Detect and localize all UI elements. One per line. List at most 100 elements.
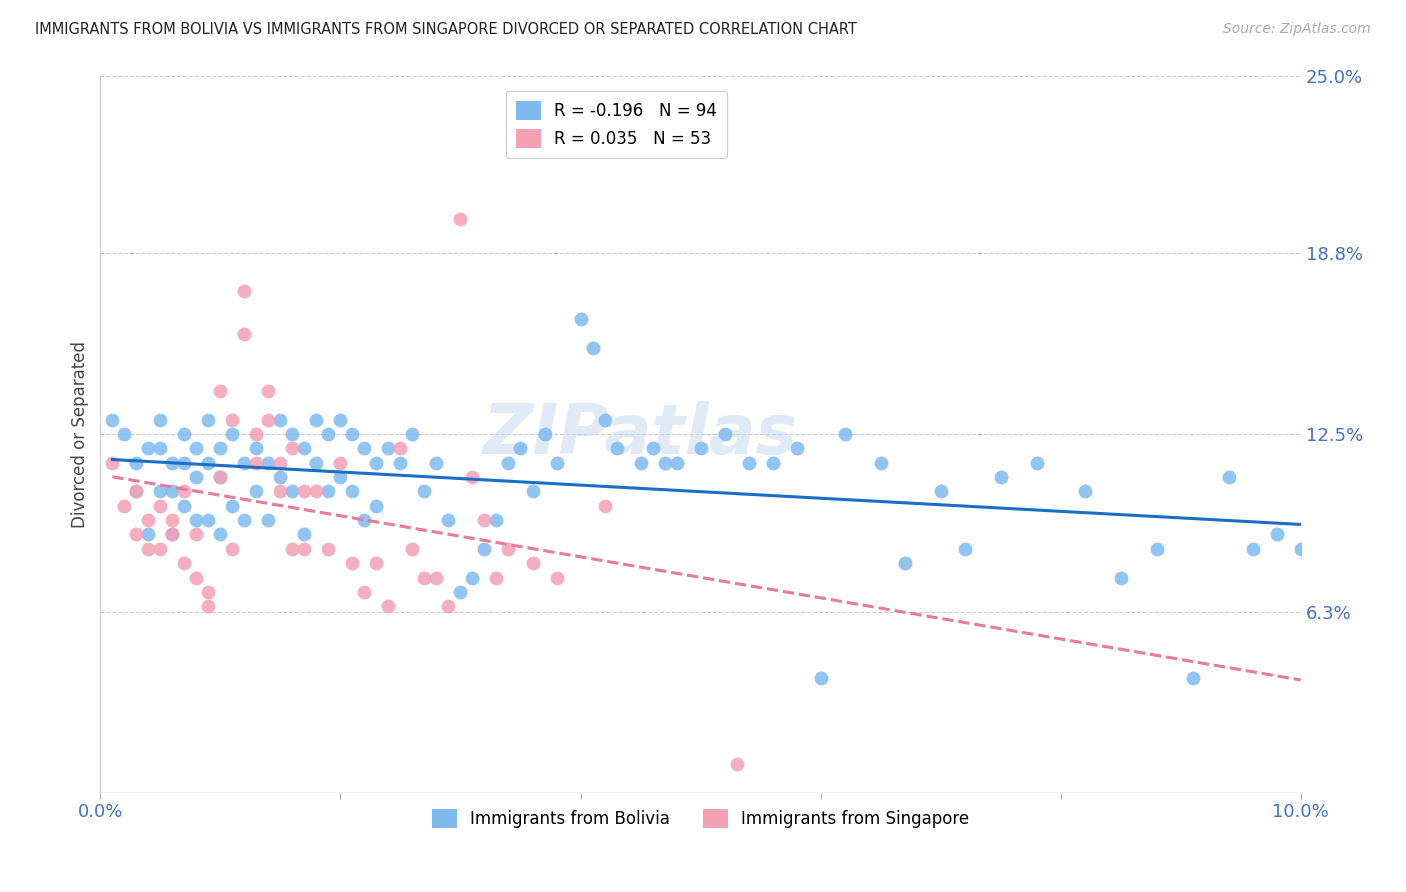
Point (149, 541, 172, 556)
Point (245, 427, 267, 442)
Point (450, 211, 472, 226)
Point (197, 413, 219, 427)
Point (281, 442, 304, 456)
Point (197, 513, 219, 527)
Point (294, 527, 316, 541)
Point (498, 456, 520, 470)
Point (593, 499, 616, 513)
Point (162, 527, 184, 541)
Point (294, 541, 316, 556)
Point (366, 456, 388, 470)
Point (329, 456, 352, 470)
Point (173, 556, 195, 570)
Point (366, 499, 388, 513)
Point (112, 427, 135, 442)
Point (725, 756, 748, 771)
Point (1241, 541, 1264, 556)
Point (1265, 527, 1288, 541)
Point (377, 599, 399, 614)
Point (1109, 570, 1132, 584)
Point (186, 527, 208, 541)
Point (269, 470, 291, 484)
Point (474, 513, 496, 527)
Point (294, 442, 316, 456)
Point (665, 456, 688, 470)
Point (149, 499, 172, 513)
Point (281, 541, 304, 556)
Point (112, 499, 135, 513)
Point (305, 413, 328, 427)
Point (233, 326, 256, 341)
Point (233, 284, 256, 298)
Point (654, 456, 676, 470)
Point (209, 384, 232, 398)
Point (257, 513, 280, 527)
Text: Source: ZipAtlas.com: Source: ZipAtlas.com (1223, 22, 1371, 37)
Point (461, 470, 484, 484)
Point (125, 484, 148, 499)
Point (366, 556, 388, 570)
Point (221, 427, 243, 442)
Point (257, 456, 280, 470)
Point (233, 456, 256, 470)
Point (342, 484, 364, 499)
Point (461, 570, 484, 584)
Point (810, 671, 832, 685)
Point (474, 541, 496, 556)
Point (294, 484, 316, 499)
Point (245, 484, 267, 499)
Point (342, 556, 364, 570)
Point (389, 456, 412, 470)
Point (138, 541, 160, 556)
Point (437, 513, 460, 527)
Point (342, 427, 364, 442)
Point (186, 470, 208, 484)
Point (186, 570, 208, 584)
Point (377, 442, 399, 456)
Point (305, 484, 328, 499)
Point (630, 456, 652, 470)
Point (546, 456, 568, 470)
Point (522, 556, 544, 570)
Point (737, 456, 759, 470)
Point (186, 442, 208, 456)
Point (425, 456, 447, 470)
Point (450, 585, 472, 599)
Point (522, 484, 544, 499)
Point (641, 442, 664, 456)
Point (221, 499, 243, 513)
Point (173, 484, 195, 499)
Point (149, 484, 172, 499)
Point (953, 541, 976, 556)
Point (257, 384, 280, 398)
Point (101, 413, 124, 427)
Point (485, 570, 508, 584)
Point (786, 442, 808, 456)
Point (401, 427, 423, 442)
Point (269, 484, 291, 499)
Point (1218, 470, 1240, 484)
Point (329, 413, 352, 427)
Point (569, 312, 592, 326)
Point (281, 427, 304, 442)
Point (221, 541, 243, 556)
Point (138, 513, 160, 527)
Y-axis label: Divorced or Separated: Divorced or Separated (72, 341, 89, 527)
Legend: Immigrants from Bolivia, Immigrants from Singapore: Immigrants from Bolivia, Immigrants from… (425, 802, 976, 835)
Point (257, 413, 280, 427)
Point (162, 513, 184, 527)
Point (401, 541, 423, 556)
Point (233, 513, 256, 527)
Point (173, 456, 195, 470)
Point (245, 456, 267, 470)
Point (1025, 456, 1047, 470)
Point (1289, 541, 1312, 556)
Point (413, 484, 436, 499)
Point (509, 442, 531, 456)
Point (318, 484, 340, 499)
Point (197, 599, 219, 614)
Point (533, 427, 555, 442)
Point (173, 427, 195, 442)
Point (209, 442, 232, 456)
Point (209, 470, 232, 484)
